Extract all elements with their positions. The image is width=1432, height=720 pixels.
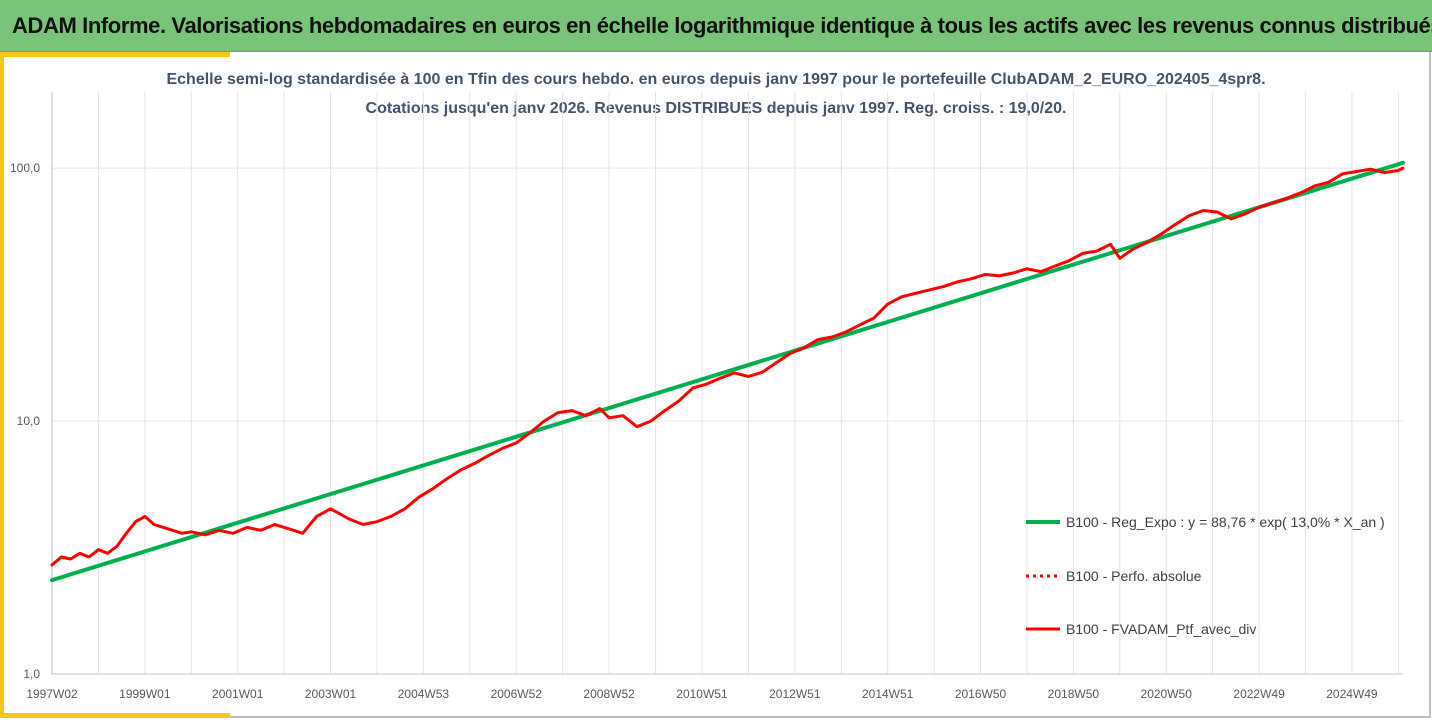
y-tick-label: 1,0 [23,667,40,681]
x-tick-label: 2020W50 [1141,687,1193,701]
series-line-1 [50,160,1405,583]
x-tick-label: 2001W01 [212,687,264,701]
x-tick-label: 2016W50 [955,687,1007,701]
x-tick-label: 2022W49 [1233,687,1285,701]
y-tick-label: 100,0 [10,161,40,175]
x-tick-label: 1997W02 [26,687,78,701]
accent-bar-top [0,52,230,57]
x-tick-label: 2018W50 [1048,687,1100,701]
legend-label-3: B100 - FVADAM_Ptf_avec_div [1066,621,1256,637]
x-tick-label: 2003W01 [305,687,357,701]
x-tick-label: 1999W01 [119,687,171,701]
x-tick-label: 2006W52 [491,687,543,701]
frame-border-right [1429,52,1431,718]
title-banner: ADAM Informe. Valorisations hebdomadaire… [0,0,1432,52]
legend-label-2: B100 - Perfo. absolue [1066,568,1202,584]
x-tick-label: 2004W53 [398,687,450,701]
y-tick-label: 10,0 [17,414,41,428]
series-line-3 [50,166,1405,567]
accent-bar-bottom [0,713,230,718]
banner-title: ADAM Informe. Valorisations hebdomadaire… [12,13,1432,38]
chart-title: Echelle semi-log standardisée à 100 en T… [166,71,1266,88]
x-tick-label: 2012W51 [769,687,821,701]
chart-subtitle: Cotations jusqu'en janv 2026. Revenus DI… [365,100,1067,117]
x-tick-label: 2008W52 [583,687,635,701]
accent-bar-left [0,52,4,718]
x-tick-label: 2010W51 [676,687,728,701]
legend-label-1: B100 - Reg_Expo : y = 88,76 * exp( 13,0%… [1066,514,1385,530]
x-tick-label: 2024W49 [1326,687,1378,701]
x-tick-label: 2014W51 [862,687,914,701]
frame-border-bottom [230,716,1430,718]
